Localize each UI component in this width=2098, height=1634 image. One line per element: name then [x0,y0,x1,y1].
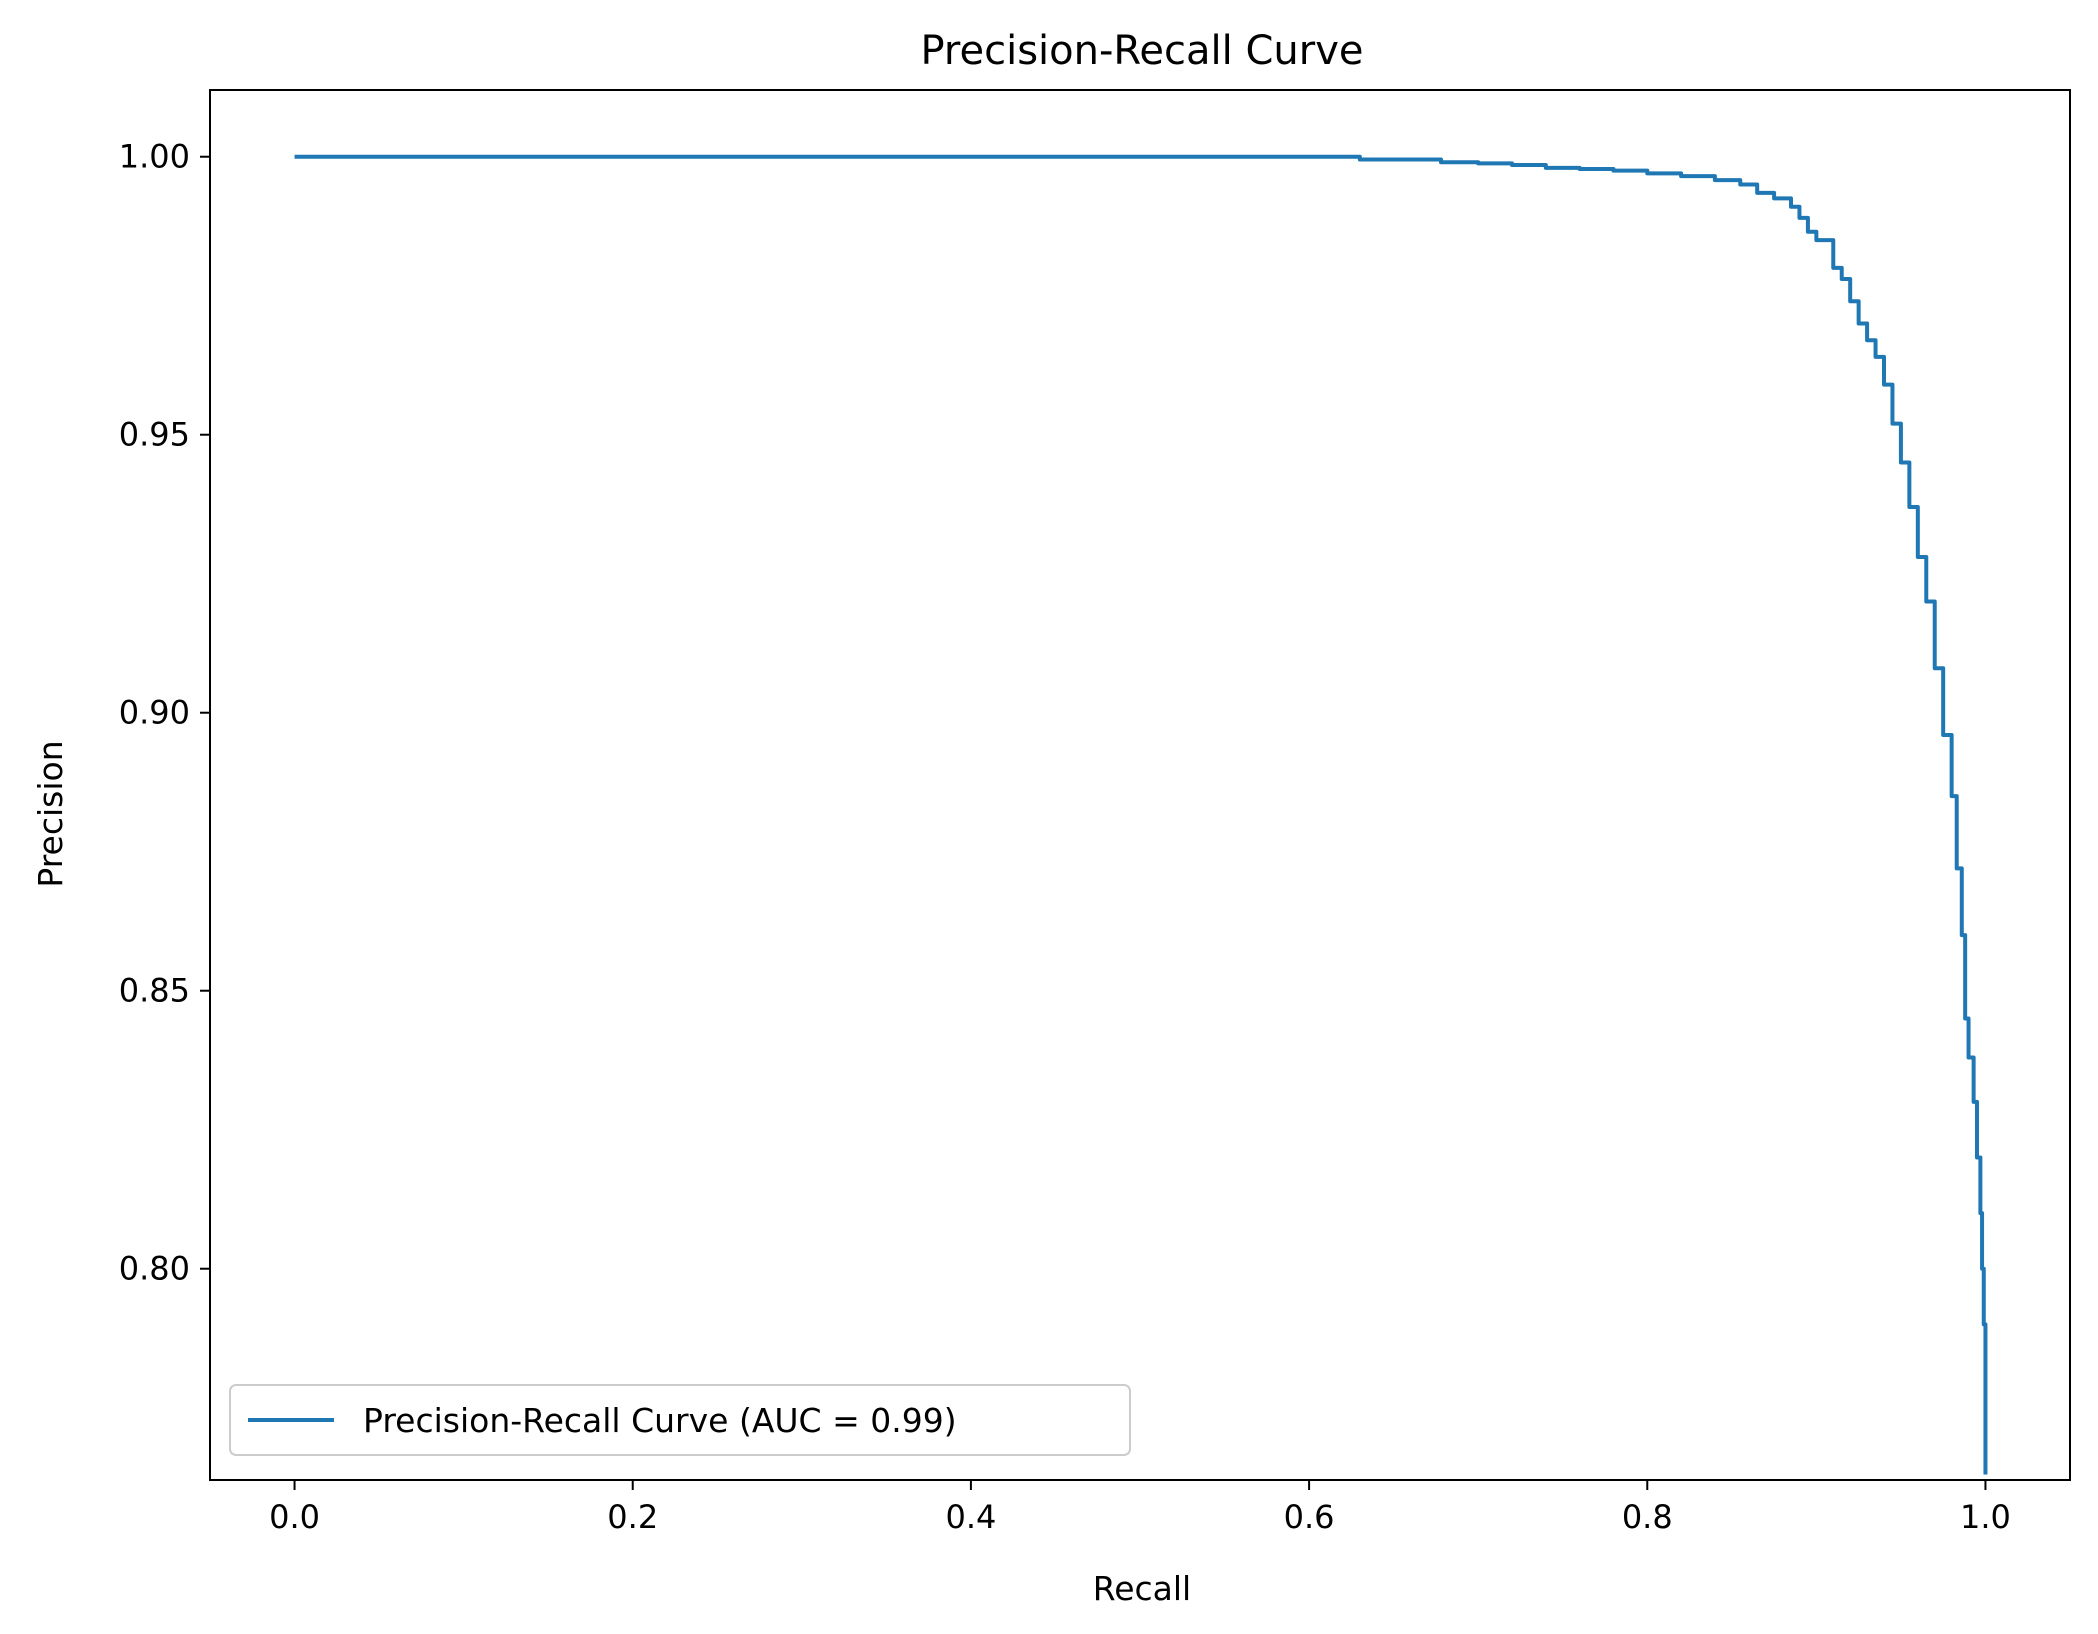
series-group [294,154,1988,1475]
y-tick-label: 0.80 [119,1250,190,1288]
chart-title: Precision-Recall Curve [921,28,1364,74]
x-tick-label: 0.2 [607,1498,658,1536]
x-tick-label: 0.6 [1284,1498,1335,1536]
precision-recall-line [294,154,1988,1475]
y-tick-label: 1.00 [119,138,190,176]
legend-entry-label: Precision-Recall Curve (AUC = 0.99) [363,1401,957,1440]
x-axis-ticks: 0.0 0.2 0.4 0.6 0.8 1.0 [269,1480,2011,1536]
y-axis-label: Precision [31,740,70,887]
axes-frame [209,89,2071,1481]
y-tick-label: 0.95 [119,416,190,454]
legend: Precision-Recall Curve (AUC = 0.99) [229,1384,1131,1456]
y-tick-label: 0.85 [119,972,190,1010]
legend-box [229,1384,1131,1456]
y-tick-label: 0.90 [119,694,190,732]
x-tick-label: 0.0 [269,1498,320,1536]
y-axis-ticks: 0.80 0.85 0.90 0.95 1.00 [119,138,210,1288]
x-tick-label: 0.8 [1622,1498,1673,1536]
x-tick-label: 1.0 [1960,1498,2011,1536]
x-tick-label: 0.4 [945,1498,996,1536]
x-axis-label: Recall [1093,1569,1191,1608]
plot-area [209,89,2071,1481]
